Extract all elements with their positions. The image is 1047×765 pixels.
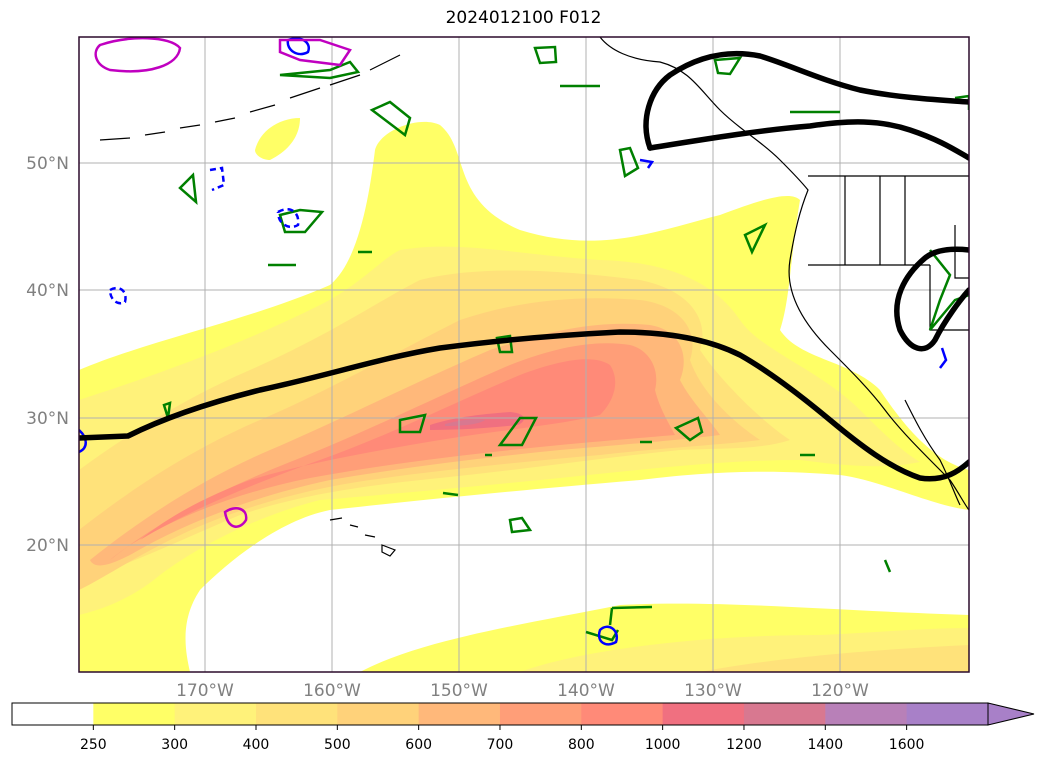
plume-1200 bbox=[445, 419, 485, 426]
colorbar-tick-label: 300 bbox=[161, 737, 188, 753]
colorbar-swatch bbox=[825, 703, 908, 725]
colorbar-tick-label: 700 bbox=[487, 737, 514, 753]
colorbar-tick-label: 500 bbox=[324, 737, 351, 753]
colorbar-swatch bbox=[906, 703, 989, 725]
lon-label-160w: 160°W bbox=[303, 681, 361, 701]
colorbar-tick-label: 1200 bbox=[726, 737, 762, 753]
colorbar: 250 300 400 500 600 700 800 1000 1200 1400 1600 bbox=[11, 702, 1035, 753]
plume-800 bbox=[140, 359, 616, 540]
graticule bbox=[79, 37, 969, 672]
blue-contours bbox=[79, 37, 948, 646]
colorbar-swatch bbox=[12, 703, 94, 725]
colorbar-tick-label: 600 bbox=[405, 737, 432, 753]
filled-contours bbox=[79, 118, 969, 672]
colorbar-tick-label: 400 bbox=[243, 737, 270, 753]
colorbar-swatch bbox=[174, 703, 257, 725]
colorbar-swatch bbox=[418, 703, 501, 725]
colorbar-ticks: 250 300 400 500 600 700 800 1000 1200 1400 1600 bbox=[80, 725, 924, 753]
lon-label-170w: 170°W bbox=[176, 681, 234, 701]
colorbar-swatches bbox=[12, 703, 989, 725]
colorbar-extend-arrow bbox=[987, 702, 1035, 726]
map-panel[interactable] bbox=[79, 37, 969, 672]
coastlines bbox=[99, 37, 969, 557]
colorbar-tick-label: 1000 bbox=[645, 737, 681, 753]
southern-band-400 bbox=[700, 645, 969, 672]
colorbar-swatch bbox=[662, 703, 745, 725]
map-title: 2024012100 F012 bbox=[445, 8, 602, 28]
lon-label-120w: 120°W bbox=[811, 681, 869, 701]
north-patch bbox=[255, 118, 300, 160]
colorbar-swatch bbox=[581, 703, 664, 725]
green-contours bbox=[162, 45, 969, 642]
lat-label-50: 50°N bbox=[26, 154, 69, 174]
lon-label-130w: 130°W bbox=[684, 681, 742, 701]
colorbar-swatch bbox=[93, 703, 176, 725]
lat-label-30: 30°N bbox=[26, 409, 69, 429]
colorbar-tick-label: 1400 bbox=[807, 737, 843, 753]
map-frame bbox=[78, 36, 970, 673]
latitude-axis: 50°N 40°N 30°N 20°N bbox=[26, 154, 69, 556]
colorbar-swatch bbox=[337, 703, 420, 725]
jet-contours bbox=[79, 50, 969, 482]
colorbar-swatch bbox=[499, 703, 582, 725]
colorbar-tick-label: 800 bbox=[568, 737, 595, 753]
magenta-contours bbox=[94, 37, 352, 528]
colorbar-swatch bbox=[743, 703, 826, 725]
longitude-axis: 170°W 160°W 150°W 140°W 130°W 120°W bbox=[176, 681, 869, 701]
colorbar-swatch bbox=[255, 703, 338, 725]
lon-label-140w: 140°W bbox=[557, 681, 615, 701]
colorbar-tick-label: 250 bbox=[80, 737, 107, 753]
colorbar-tick-label: 1600 bbox=[889, 737, 925, 753]
lat-label-20: 20°N bbox=[26, 536, 69, 556]
lon-label-150w: 150°W bbox=[430, 681, 488, 701]
lat-label-40: 40°N bbox=[26, 281, 69, 301]
